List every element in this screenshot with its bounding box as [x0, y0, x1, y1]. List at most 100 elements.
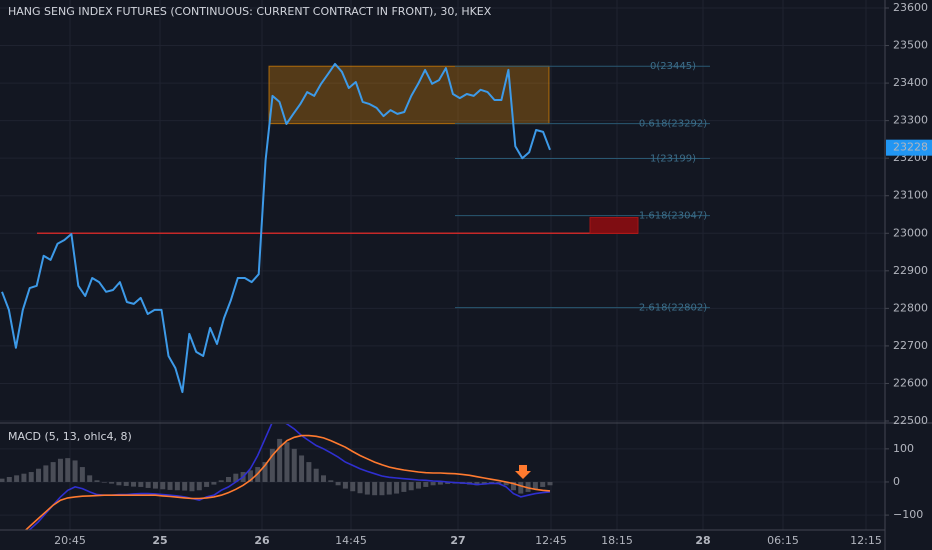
histogram-bar: [174, 481, 180, 491]
y-tick-label: 22700: [893, 339, 928, 352]
histogram-bar: [394, 481, 400, 494]
fib-label: 0(23445): [650, 61, 696, 72]
histogram-bar: [496, 481, 502, 484]
y-tick-label: 23100: [893, 189, 928, 202]
fib-label: 0.618(23292): [639, 119, 707, 130]
y-tick-label: −100: [893, 508, 923, 521]
histogram-bar: [335, 481, 341, 486]
x-tick-label: 18:15: [601, 534, 633, 547]
y-tick-label: 23600: [893, 1, 928, 14]
price-line: [1, 62, 551, 394]
histogram-bar: [262, 462, 268, 482]
y-tick-label: 23500: [893, 39, 928, 52]
histogram-bar: [532, 481, 538, 490]
histogram-bar: [328, 480, 334, 482]
histogram-bar: [379, 481, 385, 496]
histogram-bar: [277, 438, 283, 482]
histogram-bar: [87, 475, 93, 482]
histogram-bar: [218, 480, 224, 482]
histogram-bar: [43, 465, 49, 482]
fib-label: 2.618(22802): [639, 303, 707, 314]
histogram-bar: [233, 473, 239, 482]
chart-title: HANG SENG INDEX FUTURES (CONTINUOUS: CUR…: [8, 5, 492, 18]
price-pane: [1, 62, 551, 394]
histogram-bar: [510, 481, 516, 491]
histogram-bar: [547, 481, 553, 486]
x-tick-label: 27: [450, 534, 465, 547]
histogram-bar: [94, 480, 100, 482]
histogram-bar: [350, 481, 356, 492]
histogram-bar: [423, 481, 429, 487]
histogram-bar: [57, 458, 63, 482]
histogram-bar: [65, 458, 71, 482]
histogram-bar: [401, 481, 407, 492]
histogram-bar: [540, 481, 546, 487]
histogram-bar: [313, 468, 319, 482]
macd-line: [28, 424, 551, 530]
histogram-bar: [415, 481, 421, 489]
x-tick-label: 14:45: [335, 534, 367, 547]
y-tick-label: 22500: [893, 414, 928, 427]
macd-title: MACD (5, 13, ohlc4, 8): [8, 430, 132, 443]
y-tick-label: 23000: [893, 226, 928, 239]
histogram-bar: [269, 448, 275, 482]
macd-line: [24, 434, 551, 530]
histogram-bar: [123, 481, 129, 486]
histogram-bar: [138, 481, 144, 487]
y-tick-label: 22900: [893, 264, 928, 277]
histogram-bar: [145, 481, 151, 488]
histogram-bar: [386, 481, 392, 495]
x-tick-label: 12:15: [850, 534, 882, 547]
x-tick-label: 28: [695, 534, 710, 547]
histogram-bar: [518, 481, 524, 494]
last-price-box: [886, 139, 932, 156]
histogram-bar: [0, 478, 5, 482]
grid: [0, 0, 885, 530]
histogram-bar: [342, 481, 348, 489]
last-price-label: 23228: [893, 141, 928, 154]
histogram-bar: [116, 481, 122, 486]
x-tick-label: 26: [254, 534, 270, 547]
histogram-bar: [284, 442, 290, 482]
histogram-bar: [372, 481, 378, 496]
y-tick-label: 0: [893, 475, 900, 488]
signal-arrow: [515, 465, 531, 479]
y-tick-label: 22800: [893, 301, 928, 314]
macd-pane: [0, 424, 553, 530]
histogram-bar: [109, 481, 115, 484]
y-tick-label: 23300: [893, 114, 928, 127]
axes: 20:45 25 26 14:45 27 12:45 18:15 28 06:15 12:15 22…: [54, 1, 932, 547]
x-tick-label: 12:45: [535, 534, 567, 547]
histogram-bar: [50, 462, 56, 482]
histogram-bar: [21, 473, 27, 482]
histogram-bar: [167, 481, 173, 490]
histogram-bar: [408, 481, 414, 491]
histogram-bar: [189, 481, 195, 492]
histogram-bar: [28, 472, 34, 482]
histogram-bar: [160, 481, 166, 490]
fib-label: 1(23199): [650, 154, 696, 165]
histogram-bar: [320, 475, 326, 482]
x-tick-label: 20:45: [54, 534, 86, 547]
histogram-bar: [36, 468, 42, 482]
y-tick-label: 22600: [893, 376, 928, 389]
y-tick-label: 100: [893, 442, 914, 455]
histogram-bar: [131, 481, 137, 487]
histogram-bar: [79, 467, 85, 482]
histogram-bar: [196, 481, 202, 491]
histogram-bar: [474, 481, 480, 486]
histogram-bar: [204, 481, 210, 487]
x-tick-label: 06:15: [767, 534, 799, 547]
y-tick-label: 23400: [893, 76, 928, 89]
histogram-bar: [72, 460, 78, 482]
x-tick-label: 25: [152, 534, 167, 547]
histogram-bar: [291, 448, 297, 482]
histogram-bar: [6, 477, 12, 482]
histogram-bar: [364, 481, 370, 495]
histogram-bar: [430, 481, 436, 486]
histogram-bar: [503, 481, 509, 486]
histogram-bar: [525, 481, 531, 492]
histogram-bar: [182, 481, 188, 491]
